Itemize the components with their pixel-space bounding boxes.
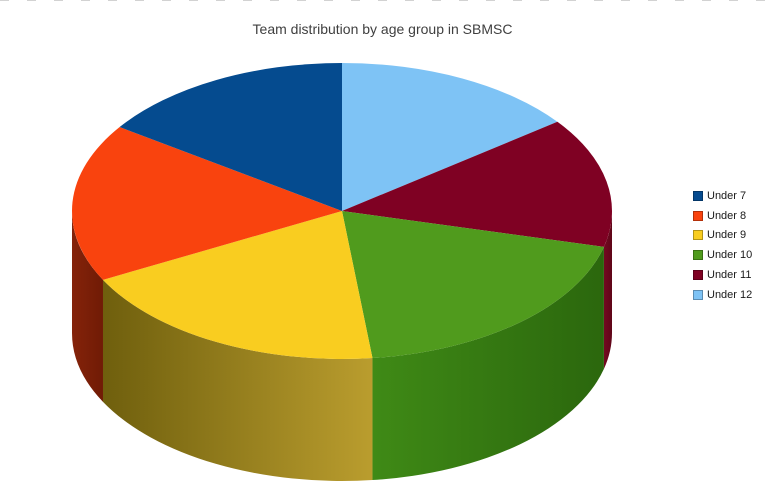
pie-slice-under-11 (342, 121, 612, 247)
legend: Under 7 Under 8 Under 9 Under 10 Under 11 Und… (693, 186, 752, 305)
pie-slice-under-12 (342, 63, 558, 211)
legend-swatch (693, 250, 703, 261)
legend-swatch (693, 210, 703, 221)
legend-item-under-10: Under 10 (693, 245, 752, 265)
page-break-dashed-line (0, 0, 765, 1)
legend-item-under-8: Under 8 (693, 206, 752, 226)
pie-wall-under-10 (372, 246, 604, 481)
legend-swatch (693, 289, 703, 300)
pie-wall-under-8 (72, 211, 103, 402)
chart-title: Team distribution by age group in SBMSC (252, 21, 513, 37)
legend-swatch (693, 270, 703, 281)
legend-label: Under 11 (707, 269, 752, 282)
legend-item-under-12: Under 12 (693, 285, 752, 305)
legend-label: Under 10 (707, 249, 753, 262)
legend-item-under-9: Under 9 (693, 226, 752, 246)
legend-swatch (693, 190, 703, 201)
legend-label: Under 7 (707, 189, 747, 202)
legend-label: Under 12 (707, 288, 753, 301)
legend-item-under-7: Under 7 (693, 186, 752, 206)
pie-slice-under-10 (342, 211, 604, 359)
legend-label: Under 9 (707, 229, 747, 242)
pie-slice-under-8 (72, 127, 343, 280)
legend-swatch (693, 230, 703, 241)
pie-slice-under-9 (102, 211, 373, 359)
pie-wall-under-11 (603, 211, 612, 369)
legend-label: Under 8 (707, 209, 747, 222)
pie-wall-under-9 (102, 279, 373, 481)
pie-slice-under-7 (119, 62, 343, 211)
legend-item-under-11: Under 11 (693, 265, 752, 285)
